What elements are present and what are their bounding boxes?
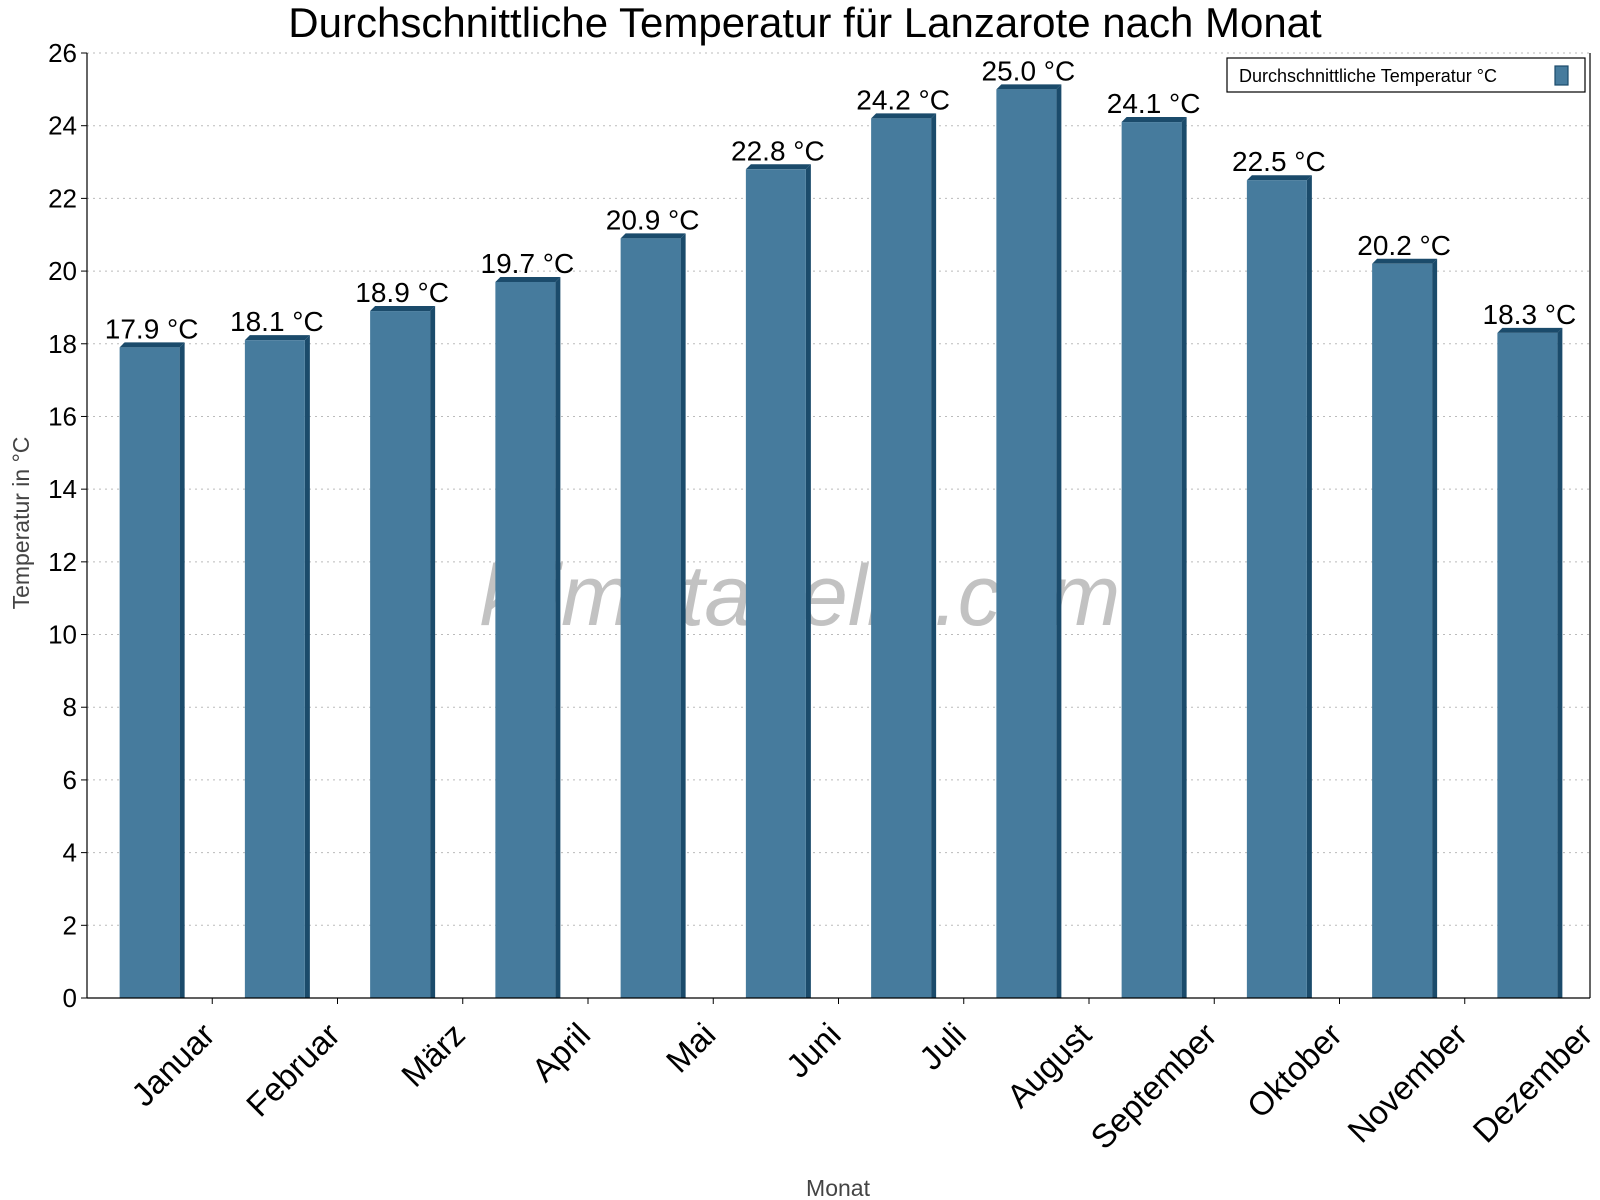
x-axis-label: Monat (806, 1175, 871, 1200)
bar (1246, 180, 1307, 998)
y-tick-label: 12 (48, 547, 77, 577)
bar-top (745, 164, 811, 170)
y-tick-label: 4 (63, 838, 77, 868)
x-tick-label: April (524, 1016, 597, 1089)
legend-swatch (1554, 65, 1569, 86)
bar-side (1181, 117, 1187, 999)
bar (745, 169, 806, 999)
y-tick-label: 8 (63, 692, 77, 722)
x-tick-label: September (1083, 1016, 1223, 1156)
data-label: 18.3 °C (1483, 299, 1577, 330)
bar (1497, 332, 1558, 999)
bar-side (805, 164, 811, 999)
data-label: 22.5 °C (1232, 146, 1326, 177)
x-tick-label: März (394, 1016, 472, 1094)
bar-side (430, 306, 436, 998)
bar (1121, 122, 1182, 999)
y-tick-label: 0 (63, 983, 77, 1013)
bar-top (620, 233, 686, 239)
x-tick-label: November (1340, 1016, 1474, 1150)
bar (370, 311, 431, 998)
x-tick-label: Juni (779, 1016, 848, 1085)
y-tick-label: 2 (63, 910, 77, 940)
bar-top (871, 113, 937, 119)
bar (996, 89, 1057, 999)
x-tick-label: Oktober (1240, 1016, 1349, 1125)
y-tick-label: 26 (48, 38, 77, 68)
x-tick-label: Dezember (1465, 1016, 1599, 1150)
x-tick-label: Juli (912, 1016, 973, 1077)
data-label: 18.9 °C (355, 277, 449, 308)
bar-side (304, 335, 310, 998)
data-label: 17.9 °C (105, 313, 199, 344)
bar-side (1557, 327, 1563, 999)
data-label: 25.0 °C (982, 55, 1076, 86)
y-tick-label: 20 (48, 256, 77, 286)
bar-top (1246, 175, 1312, 181)
y-axis-label: Temperatur in °C (8, 437, 34, 610)
gridlines (87, 52, 1590, 926)
y-tick-label: 14 (48, 474, 77, 504)
bar (119, 347, 180, 999)
x-tick-label: August (999, 1016, 1098, 1115)
chart-title: Durchschnittliche Temperatur für Lanzaro… (288, 0, 1322, 46)
bar (620, 238, 681, 999)
bar-side (1432, 258, 1438, 998)
bar (244, 340, 305, 998)
y-tick-label: 10 (48, 620, 77, 650)
bar-top (370, 306, 436, 312)
y-tick-label: 24 (48, 111, 77, 141)
legend-label: Durchschnittliche Temperatur °C (1239, 66, 1497, 86)
bar-side (179, 342, 185, 999)
y-tick-label: 16 (48, 401, 77, 431)
bar (871, 118, 932, 998)
bar-top (119, 342, 185, 348)
data-label: 24.2 °C (856, 84, 950, 115)
x-tick-label: Mai (659, 1016, 723, 1080)
bar-side (931, 113, 937, 998)
bar-top (244, 335, 310, 341)
y-tick-label: 22 (48, 183, 77, 213)
data-label: 18.1 °C (230, 306, 324, 337)
data-label: 20.9 °C (606, 204, 700, 235)
data-label: 19.7 °C (481, 248, 575, 279)
bar (1372, 263, 1433, 998)
bar-side (680, 233, 686, 999)
bar (495, 281, 556, 998)
x-tick-label: Januar (124, 1016, 222, 1114)
bar-side (555, 276, 561, 998)
y-tick-label: 18 (48, 329, 77, 359)
bar-top (1497, 327, 1563, 333)
x-tick-label: Februar (239, 1016, 347, 1124)
bar-side (1306, 175, 1312, 998)
data-label: 20.2 °C (1357, 230, 1451, 261)
bar-top (1121, 117, 1187, 123)
bar-top (1372, 258, 1438, 264)
data-label: 22.8 °C (731, 135, 825, 166)
data-label: 24.1 °C (1107, 88, 1201, 119)
bar-top (996, 84, 1062, 90)
bar-top (495, 276, 561, 282)
bars: 17.9 °C 18.1 °C 18.9 °C 19.7 °C 20.9 °C 22.8 … (105, 55, 1577, 999)
bar-side (1056, 84, 1062, 999)
legend: Durchschnittliche Temperatur °C (1226, 57, 1586, 93)
y-tick-label: 6 (63, 765, 77, 795)
